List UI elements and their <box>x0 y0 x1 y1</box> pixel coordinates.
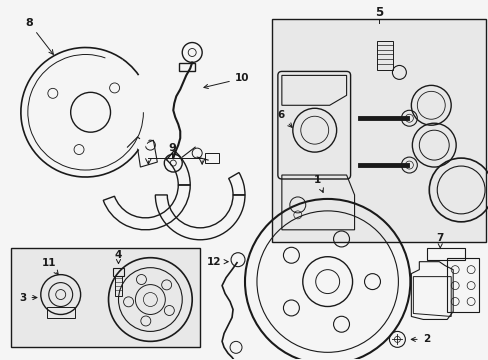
Text: 12: 12 <box>206 257 228 267</box>
Bar <box>11 248 200 347</box>
Text: 1: 1 <box>313 175 323 192</box>
Bar <box>179 63 195 71</box>
Text: 11: 11 <box>41 258 58 275</box>
Text: 8: 8 <box>25 18 53 54</box>
Text: 3: 3 <box>19 293 37 302</box>
Bar <box>377 41 393 71</box>
Bar <box>112 268 124 276</box>
Bar <box>205 153 219 163</box>
Text: 7: 7 <box>436 233 443 248</box>
Bar <box>114 276 122 296</box>
Text: 9: 9 <box>168 143 176 153</box>
Text: 2: 2 <box>410 334 429 345</box>
Bar <box>271 19 485 242</box>
Text: 5: 5 <box>375 6 383 19</box>
Text: 10: 10 <box>203 73 249 89</box>
Text: 4: 4 <box>115 250 122 264</box>
Bar <box>47 306 75 319</box>
Bar <box>427 248 464 260</box>
Text: 6: 6 <box>277 110 291 127</box>
